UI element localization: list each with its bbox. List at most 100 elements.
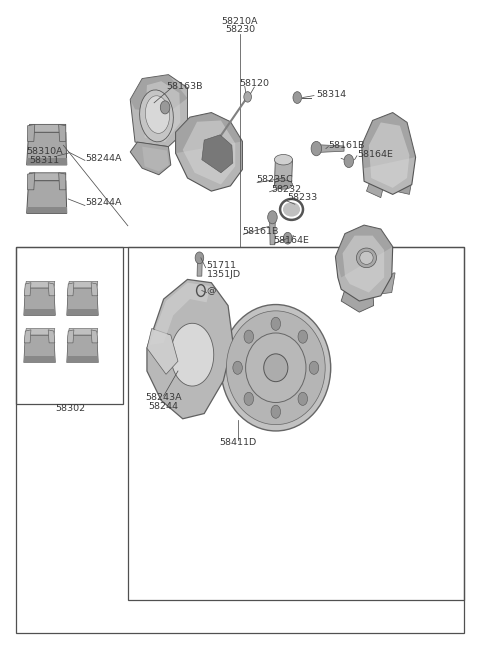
- Circle shape: [233, 361, 242, 374]
- Polygon shape: [366, 178, 385, 198]
- Polygon shape: [24, 335, 55, 363]
- Polygon shape: [68, 281, 98, 288]
- Circle shape: [293, 92, 301, 103]
- Polygon shape: [376, 273, 395, 294]
- Polygon shape: [343, 236, 384, 292]
- Polygon shape: [67, 330, 74, 343]
- Text: 1351JD: 1351JD: [206, 270, 240, 279]
- Circle shape: [268, 211, 277, 224]
- Polygon shape: [24, 330, 31, 343]
- Bar: [16, 247, 123, 404]
- Polygon shape: [68, 328, 98, 335]
- Text: 58411D: 58411D: [219, 438, 256, 447]
- Polygon shape: [27, 132, 67, 165]
- Ellipse shape: [140, 90, 173, 142]
- Polygon shape: [27, 207, 67, 214]
- Polygon shape: [24, 356, 55, 363]
- Circle shape: [298, 330, 308, 343]
- Ellipse shape: [221, 305, 331, 431]
- Polygon shape: [171, 323, 214, 386]
- Ellipse shape: [227, 311, 325, 424]
- Polygon shape: [67, 288, 98, 315]
- Ellipse shape: [246, 333, 306, 403]
- Ellipse shape: [264, 354, 288, 382]
- Circle shape: [311, 141, 322, 156]
- Polygon shape: [67, 309, 98, 315]
- Polygon shape: [142, 147, 169, 171]
- Text: 58244A: 58244A: [85, 154, 121, 163]
- Polygon shape: [48, 283, 55, 296]
- Polygon shape: [221, 363, 331, 373]
- Text: 58164E: 58164E: [357, 150, 393, 159]
- Polygon shape: [176, 112, 242, 153]
- Text: 51711: 51711: [206, 261, 237, 269]
- Ellipse shape: [360, 251, 373, 264]
- Circle shape: [160, 101, 170, 114]
- Polygon shape: [362, 112, 416, 168]
- Polygon shape: [275, 160, 292, 186]
- Circle shape: [271, 317, 281, 330]
- Polygon shape: [59, 173, 66, 190]
- Polygon shape: [130, 75, 188, 147]
- Polygon shape: [28, 124, 35, 141]
- Polygon shape: [91, 330, 98, 343]
- Ellipse shape: [275, 180, 292, 189]
- Polygon shape: [27, 181, 67, 214]
- Circle shape: [244, 330, 253, 343]
- Ellipse shape: [357, 248, 376, 267]
- Circle shape: [271, 405, 281, 419]
- Text: 58243A: 58243A: [145, 393, 182, 401]
- Text: 58314: 58314: [316, 90, 347, 99]
- Polygon shape: [336, 225, 393, 301]
- Polygon shape: [130, 142, 171, 175]
- Text: 58233: 58233: [288, 193, 318, 202]
- Circle shape: [244, 392, 253, 405]
- Bar: [16, 247, 464, 633]
- Polygon shape: [270, 217, 276, 245]
- Text: 58311: 58311: [29, 156, 60, 165]
- Text: 58230: 58230: [225, 25, 255, 34]
- Polygon shape: [67, 356, 98, 363]
- Polygon shape: [369, 122, 409, 188]
- Polygon shape: [336, 225, 393, 277]
- Text: 58210A: 58210A: [222, 16, 258, 26]
- Polygon shape: [25, 328, 55, 335]
- Text: @: @: [206, 286, 216, 295]
- Polygon shape: [28, 173, 35, 190]
- Circle shape: [298, 392, 308, 405]
- Polygon shape: [29, 173, 66, 181]
- Text: 58244A: 58244A: [85, 198, 121, 208]
- Circle shape: [195, 252, 204, 263]
- Text: 58164E: 58164E: [274, 237, 309, 245]
- Circle shape: [283, 233, 292, 244]
- Polygon shape: [29, 124, 66, 132]
- Text: 58161B: 58161B: [242, 227, 279, 236]
- Circle shape: [244, 92, 252, 102]
- Bar: [128, 247, 464, 600]
- Polygon shape: [316, 145, 344, 152]
- Polygon shape: [362, 112, 416, 194]
- Polygon shape: [25, 281, 55, 288]
- Polygon shape: [144, 81, 180, 142]
- Polygon shape: [147, 279, 233, 419]
- Polygon shape: [149, 283, 210, 345]
- Polygon shape: [48, 330, 55, 343]
- Ellipse shape: [145, 96, 169, 133]
- Ellipse shape: [283, 202, 300, 217]
- Polygon shape: [197, 258, 202, 276]
- Text: 58235C: 58235C: [257, 175, 293, 185]
- Polygon shape: [395, 175, 413, 194]
- Polygon shape: [67, 283, 74, 296]
- Polygon shape: [67, 335, 98, 363]
- Text: 58161B: 58161B: [328, 141, 365, 150]
- Polygon shape: [27, 158, 67, 165]
- Polygon shape: [341, 286, 373, 312]
- Text: 58232: 58232: [271, 185, 301, 194]
- Text: 58302: 58302: [56, 404, 85, 413]
- Polygon shape: [147, 328, 178, 374]
- Polygon shape: [176, 112, 242, 191]
- Polygon shape: [24, 309, 55, 315]
- Polygon shape: [91, 283, 98, 296]
- Circle shape: [309, 361, 319, 374]
- Text: 58163B: 58163B: [166, 82, 203, 91]
